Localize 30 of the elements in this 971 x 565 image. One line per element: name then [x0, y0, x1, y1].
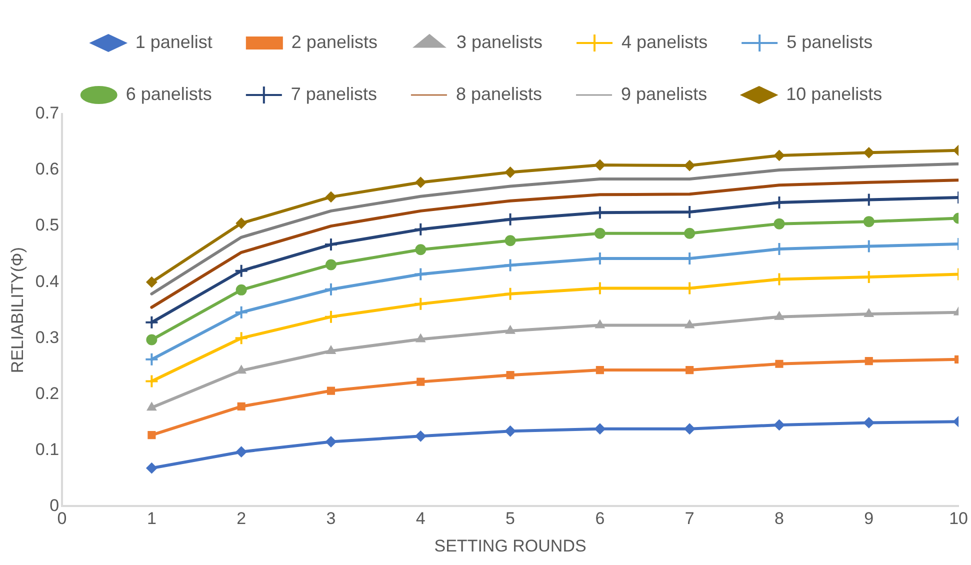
y-tick-label: 0 [50, 496, 60, 515]
legend-label: 2 panelists [291, 32, 378, 52]
x-tick-label: 4 [416, 509, 426, 528]
x-tick-label: 9 [864, 509, 874, 528]
legend-label: 1 panelist [135, 32, 212, 52]
legend-label: 5 panelists [786, 32, 873, 52]
x-tick-label: 3 [326, 509, 336, 528]
legend-label: 7 panelists [290, 84, 377, 104]
y-tick-label: 0.4 [35, 272, 60, 291]
y-axis-title: RELIABILITY(Φ) [8, 247, 27, 374]
x-tick-label: 6 [595, 509, 605, 528]
x-tick-label: 7 [684, 509, 694, 528]
legend-label: 4 panelists [622, 32, 708, 52]
y-tick-label: 0.2 [35, 384, 60, 403]
x-tick-label: 10 [949, 509, 968, 528]
y-tick-label: 0.5 [35, 216, 60, 235]
x-tick-label: 2 [236, 509, 246, 528]
legend-label: 3 panelists [456, 32, 543, 52]
x-axis-title: SETTING ROUNDS [434, 536, 586, 556]
legend-label: 6 panelists [126, 84, 212, 104]
y-tick-label: 0.3 [35, 328, 60, 347]
y-tick-label: 0.1 [35, 440, 60, 459]
x-tick-label: 8 [774, 509, 784, 528]
y-tick-label: 0.6 [35, 160, 60, 179]
y-tick-label: 0.7 [35, 104, 60, 123]
x-tick-label: 5 [506, 509, 516, 528]
legend-label: 9 panelists [621, 84, 708, 104]
x-tick-label: 1 [146, 509, 156, 528]
legend-label: 10 panelists [786, 84, 882, 104]
legend-label: 8 panelists [456, 84, 542, 104]
